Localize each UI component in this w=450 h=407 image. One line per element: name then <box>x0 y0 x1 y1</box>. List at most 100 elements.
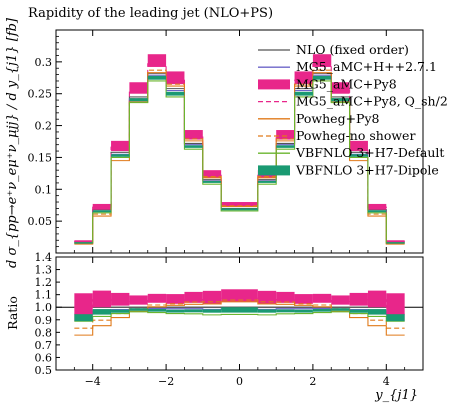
chart-title: Rapidity of the leading jet (NLO+PS) <box>28 6 273 21</box>
series-7-band-bin <box>367 210 387 213</box>
series-2-band-bin <box>386 240 405 243</box>
series-2-band-bin <box>166 71 185 85</box>
legend-swatch-7 <box>258 165 290 176</box>
series-2-ratio-band-bin <box>331 295 350 305</box>
series-7-band-bin <box>386 242 405 244</box>
main-y-tick-label: 0.05 <box>28 215 53 228</box>
series-4-ratio-line <box>74 301 405 336</box>
legend-label-1: MG5_aMC+H++2.7.1 <box>296 59 437 74</box>
ratio-y-tick-label: 1.4 <box>35 251 53 264</box>
main-y-tick-label: 0.3 <box>35 56 53 69</box>
series-2-ratio-band-bin <box>276 291 295 303</box>
legend-label-4: Powheg+Py8 <box>296 111 380 126</box>
ratio-y-tick-label: 0.7 <box>35 339 53 352</box>
series-7-band-bin <box>184 145 203 148</box>
series-2-band-bin <box>331 82 350 94</box>
ratio-y-tick-label: 0.6 <box>35 351 53 364</box>
series-7-ratio-band-bin <box>349 309 368 313</box>
series-7-ratio-band-bin <box>294 309 313 313</box>
x-tick-label: −2 <box>158 375 174 388</box>
ratio-y-tick-label: 0.5 <box>35 364 53 377</box>
series-7-ratio-band-bin <box>276 309 295 313</box>
x-tick-label: 2 <box>309 375 316 388</box>
legend-swatch-2 <box>258 79 290 90</box>
series-7-band-bin <box>221 208 258 211</box>
series-2-ratio-band-bin <box>147 293 167 303</box>
ratio-series <box>74 289 405 336</box>
series-2-band-bin <box>349 140 368 152</box>
series-7-band-bin <box>349 154 368 157</box>
x-tick-label: 4 <box>383 375 390 388</box>
series-7-band-bin <box>129 98 148 102</box>
series-7-ratio-band-bin <box>166 309 185 313</box>
series-7-band-bin <box>202 181 222 183</box>
series-2-band-bin <box>202 170 222 178</box>
series-2-ratio-band-bin <box>184 291 203 303</box>
series-7-band-bin <box>257 181 277 183</box>
ratio-plot: 0.50.60.70.80.91.01.11.21.31.4 <box>35 251 424 377</box>
main-y-tick-label: 0.25 <box>28 88 53 101</box>
series-2-ratio-band-bin <box>257 290 277 304</box>
series-7-ratio-band-bin <box>147 309 167 312</box>
main-plot: 0.05 0.1 0.15 0.2 0.25 0.3 <box>28 29 424 254</box>
series-6-line <box>74 80 405 244</box>
series-7-band-bin <box>166 91 185 96</box>
x-tick-label: −4 <box>85 375 101 388</box>
series-2-band-bin <box>111 140 130 152</box>
series-2-band-bin <box>92 203 112 210</box>
y-axis-label: d σ_{pp→e⁺ν_eμ⁺ν_μjj} / d y_{j1} [fb] <box>5 17 20 268</box>
series-2-band-bin <box>129 82 148 94</box>
legend: NLO (fixed order) MG5_aMC+H++2.7.1 MG5_aMC… <box>258 42 448 177</box>
series-2-ratio-band-bin <box>312 293 332 303</box>
series-7-ratio-band-bin <box>129 308 148 311</box>
ratio-y-tick-label: 0.8 <box>35 326 53 339</box>
series-7-ratio-band-bin <box>92 309 112 315</box>
series-7-band-bin <box>276 145 295 148</box>
series-7-ratio-band-bin <box>74 314 93 322</box>
series-7-ratio-band-bin <box>184 309 203 313</box>
main-y-ticks: 0.05 0.1 0.15 0.2 0.25 0.3 <box>28 35 62 248</box>
series-2-ratio-band-bin <box>111 292 130 306</box>
series-7-band-bin <box>312 75 332 80</box>
x-axis-ticks: −4 −2 0 2 4 <box>73 30 406 388</box>
series-7-band-bin <box>331 98 350 102</box>
ratio-y-tick-label: 0.9 <box>35 314 53 327</box>
ratio-y-tick-label: 1.0 <box>35 301 53 314</box>
legend-label-5: Powheg-no shower <box>296 128 415 143</box>
main-series <box>74 54 405 245</box>
main-y-tick-label: 0.1 <box>35 183 53 196</box>
series-3-ratio-line <box>74 297 405 308</box>
ratio-y-tick-label: 1.2 <box>35 276 53 289</box>
legend-label-7: VBFNLO 3+H7-Dipole <box>295 162 439 177</box>
ratio-axis-label: Ratio <box>5 296 20 330</box>
series-2-band-bin <box>294 71 313 85</box>
legend-label-0: NLO (fixed order) <box>296 42 409 57</box>
series-2-ratio-band-bin <box>294 294 313 304</box>
series-7-ratio-band-bin <box>367 309 387 315</box>
series-2-ratio-band-bin <box>129 295 148 305</box>
x-tick-label: 0 <box>236 375 243 388</box>
series-7-ratio-band-bin <box>331 308 350 311</box>
series-6-ratio-line <box>74 311 405 322</box>
series-2-band-bin <box>221 202 258 207</box>
series-7-ratio-band-bin <box>221 307 258 313</box>
series-2-ratio-band-bin <box>166 294 185 304</box>
main-y-tick-label: 0.15 <box>28 151 53 164</box>
main-y-tick-label: 0.2 <box>35 120 53 133</box>
legend-label-2: MG5_aMC+Py8 <box>296 76 397 91</box>
series-2-ratio-band-bin <box>349 292 368 306</box>
series-7-ratio-band-bin <box>111 309 130 313</box>
ratio-y-tick-label: 1.1 <box>35 289 53 302</box>
series-7-ratio-band-bin <box>257 309 277 313</box>
series-7-band-bin <box>147 75 167 80</box>
series-2-ratio-band-bin <box>367 290 387 308</box>
series-7-ratio-band-bin <box>386 314 405 322</box>
series-2-ratio-band-bin <box>202 290 222 304</box>
legend-label-6: VBFNLO 3+H7-Default <box>295 145 444 160</box>
series-2-ratio-band-bin <box>92 290 112 308</box>
series-7-band-bin <box>294 91 313 96</box>
legend-label-3: MG5_aMC+Py8, Q_sh/2 <box>296 94 448 109</box>
series-7-band-bin <box>111 154 130 157</box>
series-7-ratio-band-bin <box>202 309 222 313</box>
